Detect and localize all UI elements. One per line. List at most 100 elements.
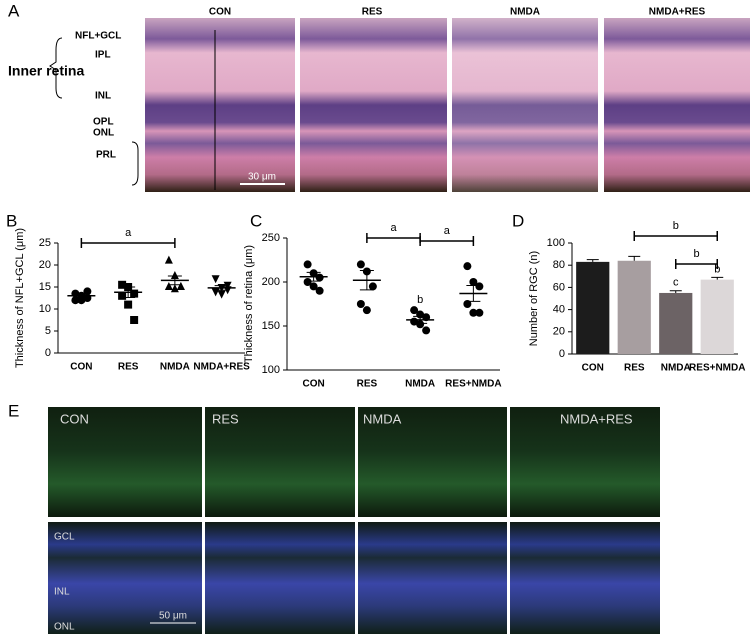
point [475, 308, 484, 317]
point [315, 273, 324, 282]
error-bar [121, 286, 136, 299]
micrograph [300, 18, 447, 192]
error-bar [586, 259, 599, 262]
point [469, 278, 478, 286]
scale-label: 30 μm [248, 172, 276, 183]
micrograph [510, 522, 660, 634]
condition-label: RES [362, 7, 383, 18]
significance-bracket [419, 236, 475, 246]
point [130, 316, 139, 324]
micrograph [145, 18, 295, 192]
point [164, 255, 173, 264]
panel-label: E [8, 401, 19, 420]
x-tick-label: CON [303, 379, 325, 390]
point [303, 260, 312, 269]
point [303, 278, 312, 286]
y-tick-label: 20 [39, 259, 51, 271]
x-tick-label: RES [357, 379, 378, 390]
error-bar [214, 285, 229, 291]
error-bar [711, 276, 724, 280]
condition-label: CON [60, 411, 89, 426]
point [176, 282, 185, 290]
point [217, 290, 226, 299]
y-tick-label: 10 [39, 303, 51, 315]
error-bar [74, 293, 89, 299]
y-tick-label: 40 [553, 304, 565, 316]
error-bar [669, 290, 682, 293]
point [356, 260, 365, 269]
condition-label: NMDA [510, 7, 540, 18]
panel-label: A [8, 1, 20, 20]
point [410, 306, 419, 315]
group-label: Inner retina [8, 63, 84, 79]
letter: b [714, 263, 720, 275]
significance-bracket [675, 259, 718, 269]
error-bar [306, 271, 321, 282]
x-tick-label: CON [582, 363, 604, 374]
significance-bracket [366, 233, 421, 243]
point [124, 300, 133, 309]
condition-label: RES [212, 411, 239, 426]
layer-label: OPL [93, 117, 114, 128]
significance-label: b [693, 248, 699, 260]
point [315, 286, 324, 295]
point [71, 296, 80, 305]
y-tick-label: 150 [262, 320, 280, 332]
micrograph [604, 18, 750, 192]
x-tick-label: NMDA [405, 379, 435, 390]
error-bar [628, 255, 641, 261]
letter: c [673, 277, 679, 289]
point [211, 275, 220, 284]
point [463, 262, 472, 271]
panel-a: A CON RES NMDA NMDA+RES NFL+GCL IPL INL … [8, 1, 750, 192]
significance-label: a [390, 222, 397, 234]
significance-label: b [673, 220, 679, 232]
point [362, 306, 371, 315]
micrograph [358, 407, 507, 517]
letter: b [417, 294, 423, 306]
point [368, 282, 377, 291]
y-tick-label: 100 [262, 364, 280, 376]
y-tick-label: 5 [45, 325, 51, 337]
layer-label: INL [95, 91, 111, 102]
bar [617, 260, 651, 354]
micrograph [358, 522, 507, 634]
point [463, 300, 472, 308]
y-tick-label: 80 [553, 259, 565, 271]
layer-label: GCL [54, 532, 75, 543]
layer-label: ONL [54, 622, 75, 633]
y-axis-label: Thickness of NFL+GCL (μm) [14, 228, 26, 368]
y-tick-label: 15 [39, 281, 51, 293]
significance-bracket [633, 231, 718, 241]
point [170, 284, 179, 293]
x-tick-label: CON [70, 362, 92, 373]
micrograph [452, 18, 598, 192]
panel-e: E CON RES NMDA NMDA+RES GCL INL ONL 50 μ… [8, 401, 660, 634]
micrograph [205, 407, 355, 517]
error-bar [359, 270, 374, 291]
micrograph [48, 522, 202, 634]
y-tick-label: 25 [39, 237, 51, 249]
x-tick-label: NMDA [160, 362, 190, 373]
point [118, 280, 127, 289]
panel-label: B [6, 211, 17, 230]
point [130, 289, 139, 298]
layer-label: ONL [93, 128, 114, 139]
y-tick-label: 0 [559, 348, 565, 360]
bar [576, 261, 610, 354]
point [118, 291, 127, 300]
y-tick-label: 100 [547, 237, 565, 249]
point [469, 308, 478, 317]
x-tick-label: RES+NMDA [689, 363, 745, 374]
point [416, 320, 425, 329]
condition-label: NMDA [363, 411, 402, 426]
layer-label: IPL [95, 50, 111, 61]
x-tick-label: RES [624, 363, 645, 374]
y-tick-label: 20 [553, 326, 565, 338]
micrograph [48, 407, 202, 517]
error-bar [466, 285, 481, 302]
x-tick-label: RES [118, 362, 139, 373]
point [170, 271, 179, 279]
panel-label: C [250, 211, 262, 230]
brace [49, 37, 63, 99]
